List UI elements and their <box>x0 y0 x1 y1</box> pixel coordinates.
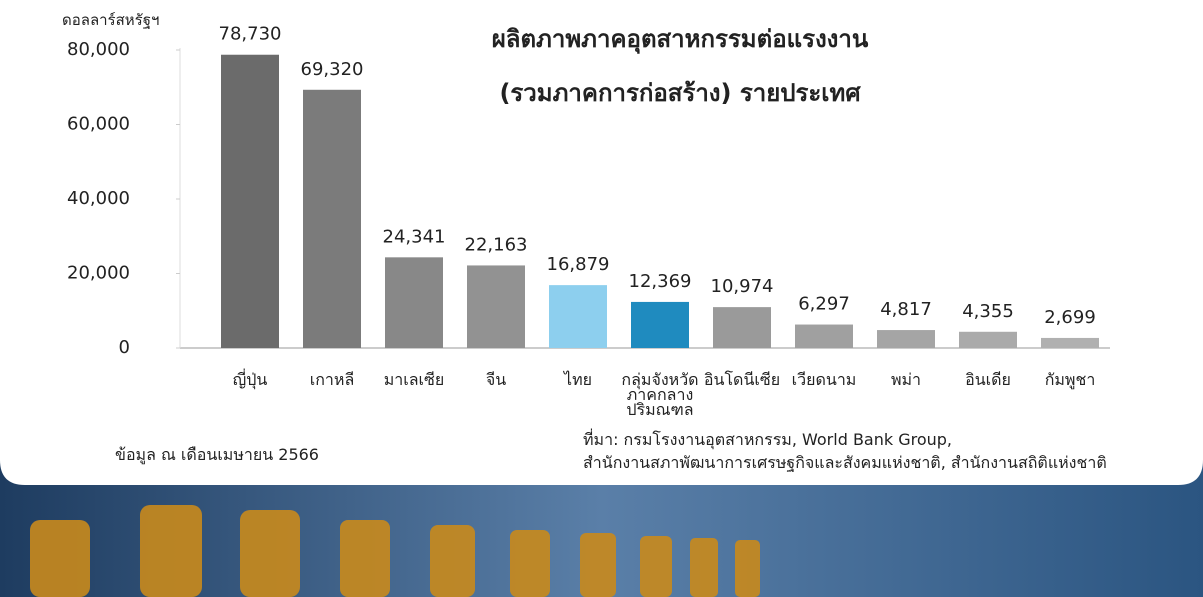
value-label: 22,163 <box>465 234 528 255</box>
bar <box>631 302 689 348</box>
bar <box>221 55 279 348</box>
bar <box>795 325 853 348</box>
page: 020,00040,00060,00080,00078,73069,32024,… <box>0 0 1203 597</box>
x-tick-label: กัมพูชา <box>1020 372 1120 387</box>
bar <box>1041 338 1099 348</box>
value-label: 4,355 <box>962 301 1014 322</box>
bar <box>303 90 361 348</box>
y-tick-label: 40,000 <box>67 188 130 209</box>
bar <box>549 285 607 348</box>
bar <box>877 330 935 348</box>
value-label: 16,879 <box>547 254 610 275</box>
bar <box>959 332 1017 348</box>
value-label: 4,817 <box>880 299 932 320</box>
value-label: 78,730 <box>219 24 282 45</box>
y-tick-label: 20,000 <box>67 263 130 284</box>
value-label: 12,369 <box>629 271 692 292</box>
value-label: 6,297 <box>798 294 850 315</box>
note: ข้อมูล ณ เดือนเมษายน 2566 <box>115 443 319 468</box>
source: ที่มา: กรมโรงงานอุตสาหกรรม, World Bank G… <box>583 428 1107 474</box>
value-label: 2,699 <box>1044 307 1096 328</box>
bar <box>385 257 443 348</box>
y-axis-label: ดอลลาร์สหรัฐฯ <box>62 8 159 32</box>
chart-title: ผลิตภาพภาคอุตสาหกรรมต่อแรงงาน (รวมภาคการ… <box>330 12 1030 120</box>
value-label: 24,341 <box>383 226 446 247</box>
y-tick-label: 0 <box>119 337 130 358</box>
bar <box>713 307 771 348</box>
value-label: 10,974 <box>711 276 774 297</box>
y-tick-label: 80,000 <box>67 39 130 60</box>
y-tick-label: 60,000 <box>67 114 130 135</box>
bar <box>467 265 525 348</box>
